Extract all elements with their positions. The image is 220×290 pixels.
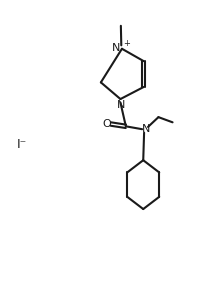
Text: N: N <box>117 100 125 110</box>
Text: I⁻: I⁻ <box>16 139 27 151</box>
Text: N: N <box>142 124 150 134</box>
Text: O: O <box>103 119 111 129</box>
Text: +: + <box>123 39 130 48</box>
Text: N: N <box>112 43 120 53</box>
